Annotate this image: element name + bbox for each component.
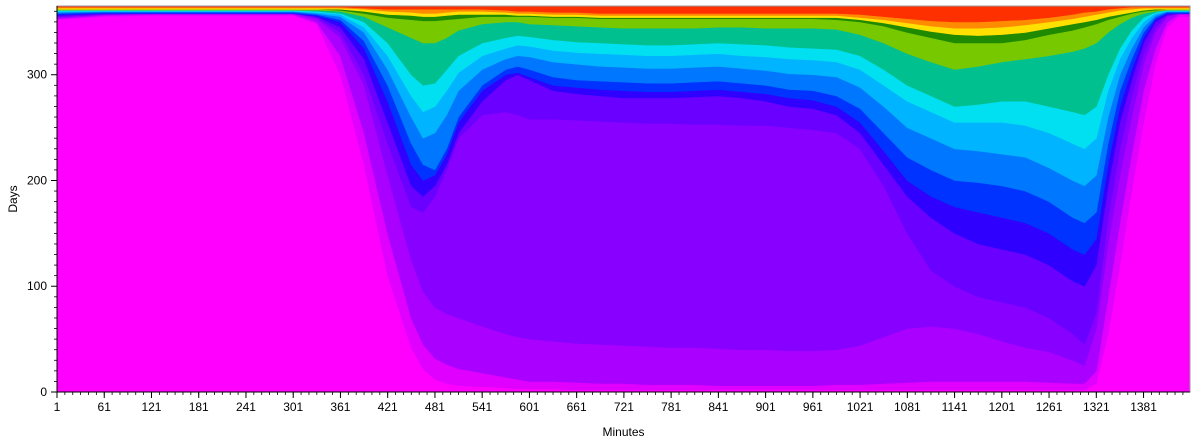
y-tick-label: 300	[27, 68, 47, 82]
x-tick-label: 901	[756, 400, 776, 414]
x-tick-label: 121	[141, 400, 161, 414]
x-tick-label: 1141	[942, 400, 968, 414]
y-tick-label: 200	[27, 173, 47, 187]
x-tick-label: 61	[98, 400, 112, 414]
x-tick-label: 541	[472, 400, 492, 414]
x-tick-label: 181	[189, 400, 209, 414]
x-axis: 1 61 121 181 241 301 361 421 481 541 601 661 721 781 8…	[54, 391, 1190, 414]
x-tick-label: 781	[661, 400, 681, 414]
x-tick-label: 361	[330, 400, 350, 414]
plot-areas	[56, 5, 1191, 393]
x-tick-label: 1081	[894, 400, 921, 414]
x-tick-label: 1321	[1083, 400, 1110, 414]
x-tick-label: 841	[708, 400, 728, 414]
x-tick-label: 421	[378, 400, 398, 414]
x-tick-label: 241	[236, 400, 256, 414]
x-axis-title: Minutes	[602, 425, 644, 439]
x-tick-label: 1021	[847, 400, 874, 414]
x-tick-label: 1381	[1130, 400, 1157, 414]
y-tick-label: 100	[27, 279, 47, 293]
x-tick-label: 601	[519, 400, 539, 414]
x-tick-label: 721	[614, 400, 634, 414]
x-tick-label: 1201	[988, 400, 1015, 414]
x-tick-label: 301	[283, 400, 303, 414]
x-tick-label: 1261	[1036, 400, 1063, 414]
y-axis: 0 100 200 300	[27, 6, 58, 399]
x-tick-label: 961	[803, 400, 823, 414]
x-tick-label: 1	[54, 400, 61, 414]
y-axis-title: Days	[6, 185, 20, 212]
x-tick-label: 661	[567, 400, 587, 414]
x-tick-label: 481	[425, 400, 445, 414]
y-tick-label: 0	[40, 385, 47, 399]
